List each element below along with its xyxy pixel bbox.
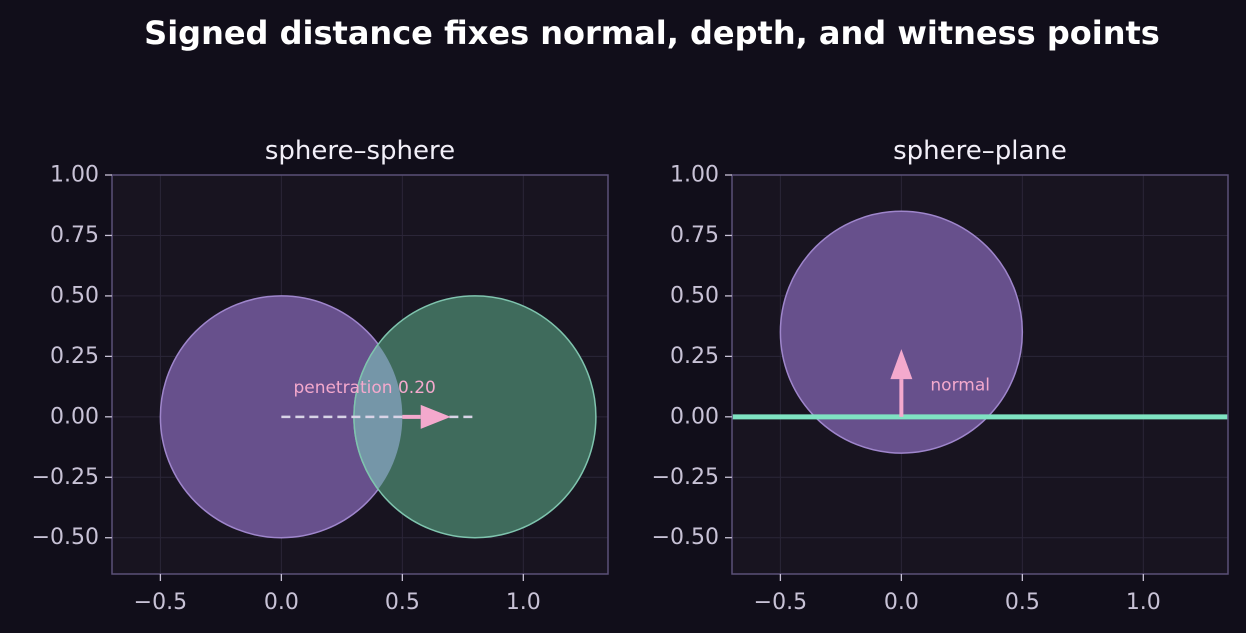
penetration-arrow-head (420, 404, 451, 429)
y-tick-label: −0.50 (32, 525, 99, 550)
y-tick-label: −0.50 (652, 525, 719, 550)
x-tick-label: 0.0 (884, 590, 919, 615)
x-tick-label: 0.0 (264, 590, 299, 615)
y-tick-label: 0.75 (670, 223, 719, 248)
normal-arrow-head (890, 349, 913, 380)
penetration-label: penetration 0.20 (293, 378, 435, 398)
y-tick-label: −0.25 (32, 465, 99, 490)
y-tick-label: 1.00 (50, 163, 99, 188)
y-tick-label: 0.50 (670, 283, 719, 308)
sphere (779, 210, 1024, 454)
y-tick-label: −0.25 (652, 465, 719, 490)
axes-frame (731, 174, 1229, 575)
x-tick-label: 0.5 (385, 590, 420, 615)
x-tick-label: 0.5 (1005, 590, 1040, 615)
x-tick-label: 1.0 (1126, 590, 1161, 615)
plot-content: penetration 0.20 (112, 175, 608, 574)
y-tick-label: 0.50 (50, 283, 99, 308)
panel-title: sphere–sphere (265, 136, 455, 166)
x-tick-label: 1.0 (506, 590, 541, 615)
panel-title: sphere–plane (893, 136, 1067, 166)
y-tick-label: 0.00 (670, 404, 719, 429)
panel-2: normal −0.5 0.0 0.5 1.0 −0.50 −0.25 0.00 0.25 0.5… (652, 136, 1229, 615)
plot-content: normal (732, 175, 1228, 574)
panel-1: penetration 0.20 −0.5 0.0 0.5 1.0 −0.50 −0.25 0… (32, 136, 609, 615)
y-tick-label: 1.00 (670, 163, 719, 188)
axes-frame (111, 174, 609, 575)
y-tick-label: 0.00 (50, 404, 99, 429)
y-tick-label: 0.25 (670, 344, 719, 369)
x-tick-label: −0.5 (754, 590, 807, 615)
x-tick-label: −0.5 (134, 590, 187, 615)
y-tick-label: 0.75 (50, 223, 99, 248)
y-tick-label: 0.25 (50, 344, 99, 369)
figure-title: Signed distance fixes normal, depth, and… (144, 14, 1160, 52)
normal-label: normal (930, 375, 990, 395)
